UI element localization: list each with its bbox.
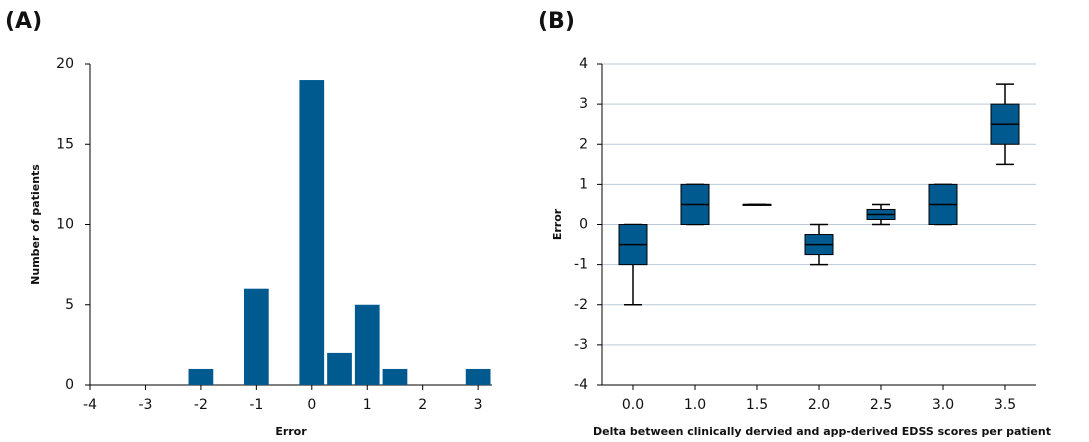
bar (243, 288, 269, 385)
x-tick-label: 1.5 (746, 397, 768, 413)
x-tick-label: 0 (307, 397, 316, 413)
y-tick-label: -1 (574, 257, 588, 273)
y-tick-label: 10 (56, 217, 74, 233)
y-tick-label: 5 (65, 297, 74, 313)
bar (327, 352, 352, 385)
y-tick-label: 20 (56, 56, 74, 72)
bar (382, 368, 408, 385)
bar (465, 368, 491, 385)
y-tick-label: 1 (579, 176, 588, 192)
bar (299, 80, 325, 386)
x-tick-label: -2 (194, 397, 208, 413)
y-axis-label: Number of patients (29, 164, 42, 285)
bar (354, 304, 380, 385)
x-tick-label: 2.5 (870, 397, 892, 413)
y-tick-label: -2 (574, 297, 588, 313)
y-tick-label: 2 (579, 136, 588, 152)
x-tick-label: 1.0 (684, 397, 706, 413)
y-tick-label: -3 (574, 337, 588, 353)
y-axis-label: Error (551, 208, 564, 240)
x-tick-label: 2 (418, 397, 427, 413)
y-tick-label: 3 (579, 96, 588, 112)
x-tick-label: 2.0 (808, 397, 830, 413)
x-tick-label: 0.0 (622, 397, 644, 413)
y-tick-label: 0 (65, 377, 74, 393)
y-tick-label: -4 (574, 377, 588, 393)
x-tick-label: 3 (474, 397, 483, 413)
x-tick-label: 3.5 (994, 397, 1016, 413)
x-tick-label: -4 (83, 397, 97, 413)
x-axis-label: Delta between clinically dervied and app… (593, 425, 1051, 438)
panel-label: (B) (538, 9, 575, 34)
bar (188, 368, 214, 385)
x-tick-label: 3.0 (932, 397, 954, 413)
y-tick-label: 0 (579, 217, 588, 233)
x-tick-label: -1 (249, 397, 263, 413)
x-axis-label: Error (275, 425, 307, 438)
x-tick-label: 1 (363, 397, 372, 413)
x-tick-label: -3 (138, 397, 152, 413)
y-tick-label: 15 (56, 136, 74, 152)
panel-label: (A) (5, 9, 42, 34)
y-tick-label: 4 (579, 56, 588, 72)
